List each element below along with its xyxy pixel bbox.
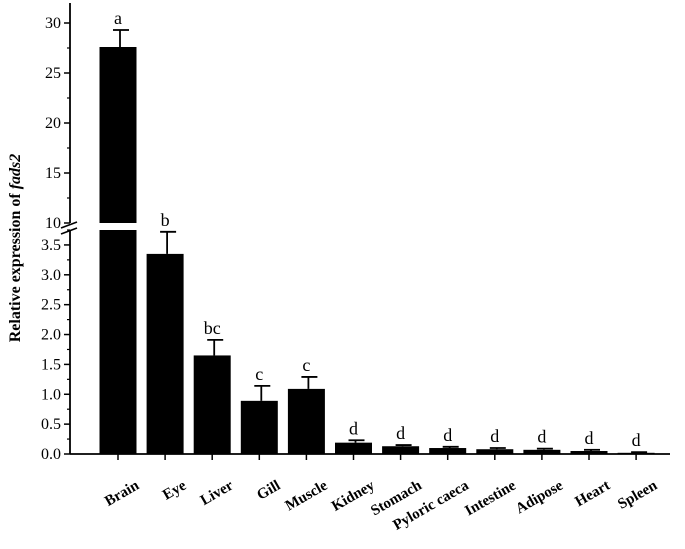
bar	[99, 47, 137, 223]
y-tick-label: 0.5	[41, 416, 61, 433]
bar	[287, 388, 325, 454]
bar	[240, 400, 278, 454]
y-tick-label: 2.0	[41, 327, 61, 344]
y-tick-label: 25	[45, 65, 61, 82]
x-tick-label: Gill	[254, 478, 283, 504]
x-tick-label: Muscle	[283, 477, 331, 514]
bars	[99, 29, 655, 454]
x-tick-label: Liver	[198, 477, 237, 509]
x-tick-label: Brain	[102, 477, 142, 510]
y-axis-label-gene: fads2	[7, 154, 24, 190]
y-tick-label: 3.5	[41, 237, 61, 254]
y-tick-label: 2.5	[41, 297, 61, 314]
y-tick-label: 20	[45, 115, 61, 132]
significance-label: d	[490, 426, 499, 446]
y-axis-break-mark	[60, 221, 78, 229]
bar	[476, 449, 514, 454]
significance-label: c	[302, 355, 310, 375]
bar	[335, 442, 372, 454]
significance-label: d	[349, 418, 358, 438]
bar	[523, 449, 561, 454]
y-tick-label: 1.0	[41, 386, 61, 403]
x-tick-label: Adipose	[513, 477, 566, 517]
y-axis-label: Relative expression of fads2	[7, 154, 24, 343]
significance-label: d	[585, 428, 594, 448]
y-tick-label: 15	[45, 165, 61, 182]
x-tick-label: Spleen	[615, 477, 660, 512]
significance-label: b	[161, 210, 170, 230]
y-tick-label: 1.5	[41, 356, 61, 373]
y-tick-label: 3.0	[41, 267, 61, 284]
significance-label: bc	[204, 318, 221, 338]
y-axis-label-text: Relative expression of	[7, 193, 24, 343]
x-tick-label: Intestine	[462, 477, 519, 519]
y-tick-label: 0.0	[41, 446, 61, 463]
significance-label: d	[632, 430, 641, 450]
bar	[382, 446, 420, 454]
bar	[429, 448, 467, 454]
bar	[570, 451, 608, 454]
x-tick-label: Heart	[573, 478, 613, 511]
bar	[146, 253, 184, 454]
bar	[193, 355, 231, 454]
y-axis-break-mark	[60, 227, 78, 235]
bar	[617, 452, 655, 454]
y-tick-label: 10	[45, 215, 61, 232]
significance-label: a	[114, 8, 122, 28]
significance-label: d	[396, 423, 405, 443]
significance-label: d	[443, 425, 452, 445]
bar	[99, 230, 137, 454]
y-tick-label: 30	[45, 15, 61, 32]
x-tick-label: Eye	[160, 477, 189, 503]
significance-label: c	[255, 364, 263, 384]
significance-label: d	[537, 427, 546, 447]
